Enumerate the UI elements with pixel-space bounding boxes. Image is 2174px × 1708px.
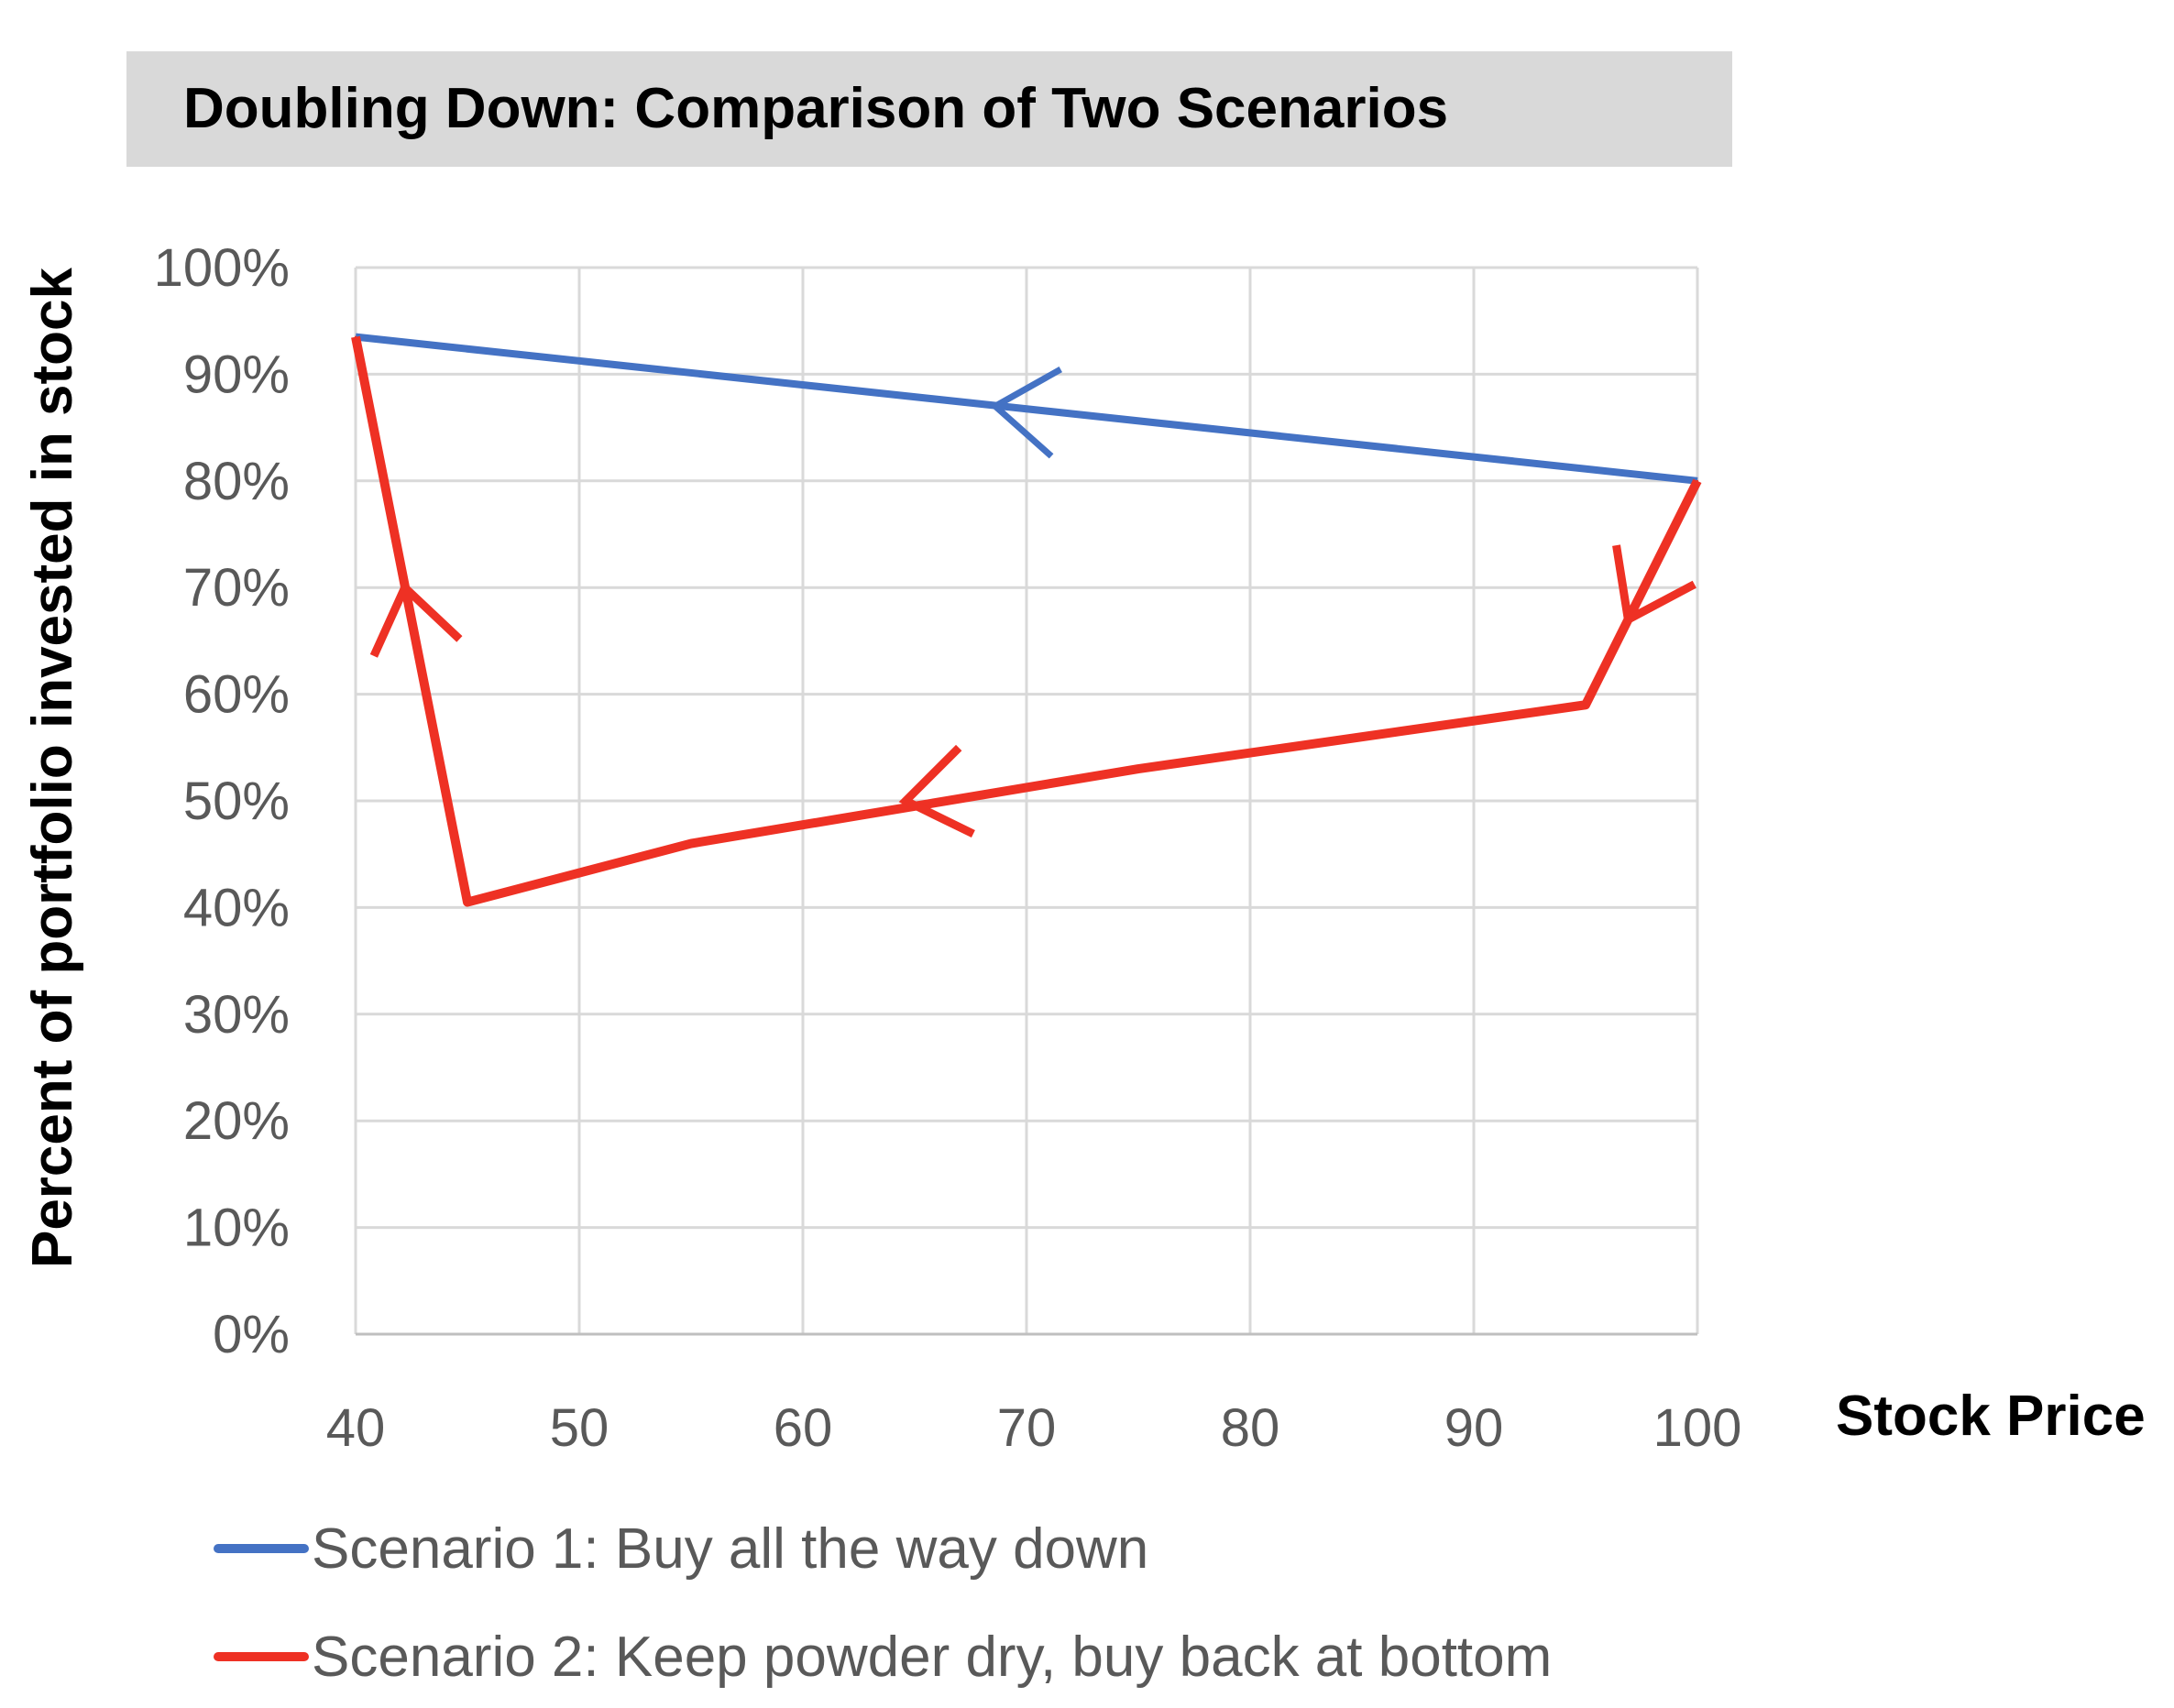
series-2-point bbox=[355, 335, 357, 338]
x-tick-label: 90 bbox=[1444, 1398, 1504, 1458]
direction-arrow bbox=[898, 744, 975, 838]
legend: Scenario 1: Buy all the way down Scenario… bbox=[214, 1517, 1552, 1689]
series-2-point bbox=[1696, 479, 1698, 482]
y-tick-label: 80% bbox=[183, 452, 290, 511]
direction-arrow bbox=[369, 580, 463, 658]
y-tick-label: 50% bbox=[183, 772, 290, 831]
x-tick-label: 40 bbox=[326, 1398, 386, 1458]
series-2-point bbox=[690, 842, 692, 845]
series-2-point bbox=[467, 901, 468, 903]
chart-title-banner: Doubling Down: Comparison of Two Scenari… bbox=[126, 51, 1732, 167]
y-tick-label: 10% bbox=[183, 1199, 290, 1258]
series bbox=[351, 333, 1702, 907]
grid bbox=[354, 266, 1699, 1336]
y-tick-label: 20% bbox=[183, 1091, 290, 1151]
legend-label-1: Scenario 1: Buy all the way down bbox=[312, 1517, 1148, 1581]
direction-arrow bbox=[1612, 544, 1696, 627]
x-tick-label: 70 bbox=[997, 1398, 1057, 1458]
chart-title: Doubling Down: Comparison of Two Scenari… bbox=[183, 77, 1449, 140]
x-tick-label: 80 bbox=[1221, 1398, 1280, 1458]
legend-label-2: Scenario 2: Keep powder dry, buy back at… bbox=[312, 1626, 1552, 1689]
x-axis-title: Stock Price bbox=[1836, 1385, 2146, 1448]
y-tick-label: 30% bbox=[183, 985, 290, 1045]
tick-labels: 0% 10% 20% 30% 40% 50% 60% 70% 80% 90% 100% 40 50 60 7… bbox=[154, 238, 1742, 1458]
y-tick-label: 90% bbox=[183, 345, 290, 404]
series-line-1 bbox=[355, 333, 1698, 485]
x-tick-label: 100 bbox=[1653, 1398, 1742, 1458]
x-tick-label: 50 bbox=[550, 1398, 609, 1458]
y-tick-label: 0% bbox=[213, 1305, 290, 1364]
series-2-point bbox=[1137, 768, 1139, 771]
direction-arrow bbox=[989, 367, 1062, 459]
y-tick-label: 100% bbox=[154, 238, 290, 298]
y-axis-title: Percent of portfolio invested in stock bbox=[21, 267, 84, 1268]
y-tick-label: 60% bbox=[183, 665, 290, 725]
y-tick-label: 40% bbox=[183, 878, 290, 937]
series-2-point bbox=[1585, 704, 1587, 706]
y-tick-label: 70% bbox=[183, 558, 290, 618]
x-tick-label: 60 bbox=[774, 1398, 833, 1458]
